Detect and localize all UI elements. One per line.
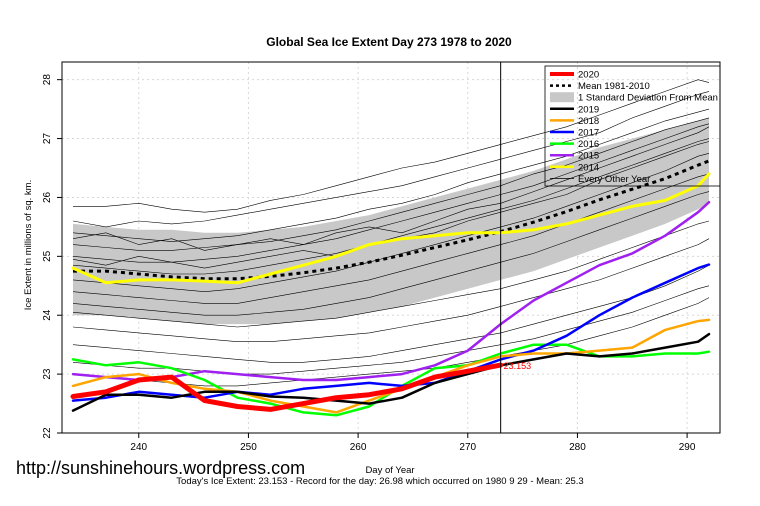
- x-axis-label: Day of Year: [365, 465, 414, 476]
- other-year-line: [72, 264, 710, 363]
- other-year-line: [72, 153, 710, 293]
- legend-box: [544, 65, 721, 187]
- legend-label: 2017: [578, 128, 599, 139]
- other-year-line: [72, 91, 710, 228]
- legend-label: 2020: [578, 70, 599, 81]
- legend-swatch-band: [550, 92, 574, 103]
- mean-line: [73, 159, 710, 281]
- other-year-line: [72, 238, 710, 342]
- y-tick-label: 23: [42, 368, 53, 380]
- legend-label: Every Other Year: [578, 174, 650, 185]
- watermark: http://sunshinehours.wordpress.com: [16, 458, 306, 478]
- series-line-2014: [71, 172, 711, 285]
- legend-label: 2014: [578, 162, 599, 173]
- std-dev-band: [73, 117, 709, 325]
- series-line-2019: [71, 332, 711, 412]
- other-year-line: [72, 117, 710, 251]
- other-year-line: [72, 108, 710, 242]
- x-tick-label: 250: [240, 442, 257, 453]
- x-tick-label: 280: [569, 442, 586, 453]
- other-year-line: [73, 79, 710, 213]
- other-year-line: [72, 191, 710, 316]
- y-tick-label: 27: [42, 133, 53, 145]
- footer-stats: Today's Ice Extent: 23.153 - Record for …: [176, 476, 584, 487]
- y-tick-label: 24: [42, 309, 53, 321]
- y-tick-label: 22: [42, 427, 53, 439]
- legend-label: 2019: [578, 104, 599, 115]
- annotation-value: 23.153: [504, 361, 532, 371]
- mean-1981-2010-line: [73, 159, 710, 281]
- legend-label: Mean 1981-2010: [578, 81, 650, 92]
- x-tick-label: 240: [130, 442, 147, 453]
- other-year-line: [72, 220, 710, 328]
- highlighted-series: [70, 172, 711, 417]
- axes: 240 250 260 270 280 290 22 23 24 25 26 27 28: [42, 61, 721, 453]
- std-dev-area: [73, 117, 709, 325]
- other-year-line: [72, 173, 710, 304]
- plot-frame: [61, 61, 721, 434]
- day-marker: 23.153: [500, 62, 532, 433]
- y-tick-label: 25: [42, 250, 53, 262]
- series-line-2020: [70, 362, 504, 412]
- legend-label: 1 Standard Deviation From Mean: [578, 93, 718, 104]
- legend-label: 2018: [578, 116, 599, 127]
- y-tick-label: 26: [42, 191, 53, 203]
- other-years-lines: [72, 79, 710, 387]
- x-tick-label: 260: [350, 442, 367, 453]
- other-year-line: [72, 285, 710, 375]
- other-year-line: [72, 138, 710, 275]
- x-tick-label: 270: [459, 442, 476, 453]
- x-tick-label: 290: [679, 442, 696, 453]
- legend-label: 2016: [578, 139, 599, 150]
- y-axis-label: Ice Extent in millions of sq. km.: [23, 180, 34, 310]
- series-line-2015: [71, 200, 711, 382]
- y-tick-label: 28: [42, 74, 53, 86]
- other-year-line: [72, 126, 710, 251]
- other-year-line: [72, 123, 710, 263]
- chart-title: Global Sea Ice Extent Day 273 1978 to 20…: [266, 35, 512, 49]
- legend-label: 2015: [578, 151, 599, 162]
